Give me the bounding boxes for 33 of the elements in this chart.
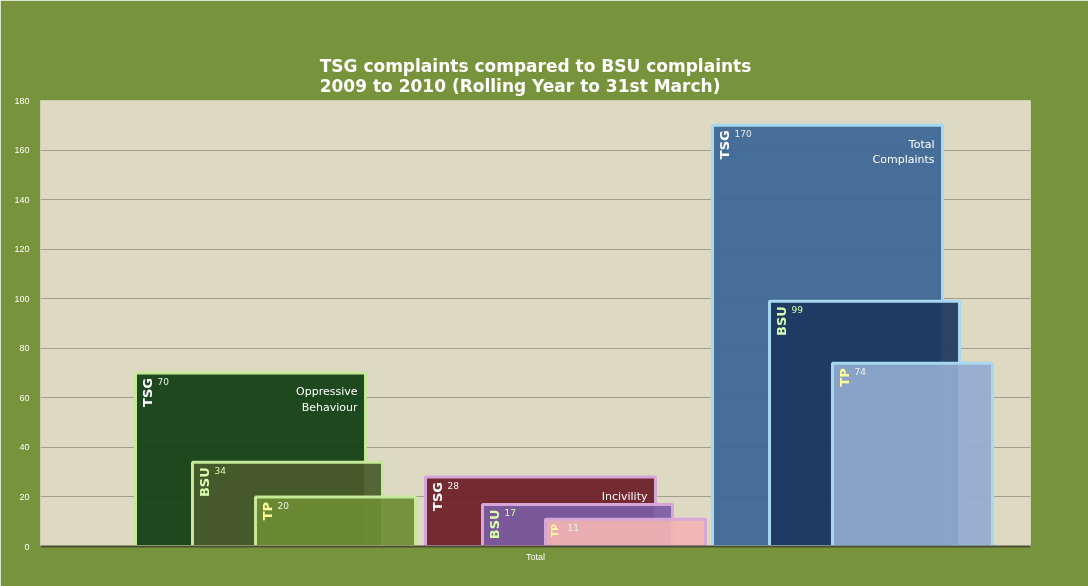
data-label: 28 bbox=[447, 481, 460, 492]
y-tick-label: 120 bbox=[14, 244, 30, 255]
y-tick-label: 180 bbox=[14, 95, 30, 106]
series-label: TP bbox=[259, 501, 275, 521]
text: TP bbox=[836, 368, 852, 387]
y-tick-label: 140 bbox=[14, 194, 30, 205]
text: BSU bbox=[486, 509, 502, 540]
y-tick-label: 80 bbox=[19, 343, 30, 354]
data-label: 70 bbox=[157, 377, 170, 388]
text: BSU bbox=[773, 306, 789, 336]
chart-title: TSG complaints compared to BSU complaints 2009 to 2010 (Rolling Year to 31st March) bbox=[319, 55, 752, 96]
text: TSG bbox=[716, 130, 732, 160]
y-tick-label: 100 bbox=[14, 293, 30, 304]
data-label: 34 bbox=[214, 466, 227, 477]
x-tick-label: Oppressive Behaviour bbox=[296, 385, 358, 415]
data-label: 20 bbox=[277, 500, 290, 511]
data-label: 170 bbox=[734, 129, 752, 140]
x-tick-label: Total Complaints bbox=[872, 137, 935, 167]
y-tick-label: 60 bbox=[19, 392, 30, 403]
data-label: 99 bbox=[791, 305, 804, 316]
text: TP bbox=[549, 524, 560, 537]
series-label: TSG bbox=[139, 378, 155, 407]
y-tick-label: 20 bbox=[19, 491, 30, 502]
data-label: 17 bbox=[504, 508, 516, 519]
y-tick-label: 160 bbox=[14, 145, 30, 156]
x-tick-label: Incivility bbox=[601, 489, 648, 503]
x-axis-title: Total bbox=[525, 551, 546, 562]
y-tick-label: 0 bbox=[24, 541, 30, 552]
data-label: 11 bbox=[567, 523, 579, 534]
data-label: 74 bbox=[854, 367, 867, 378]
y-tick-label: 40 bbox=[19, 442, 30, 453]
series-label: BSU bbox=[196, 467, 212, 498]
text: TSG bbox=[429, 482, 445, 511]
